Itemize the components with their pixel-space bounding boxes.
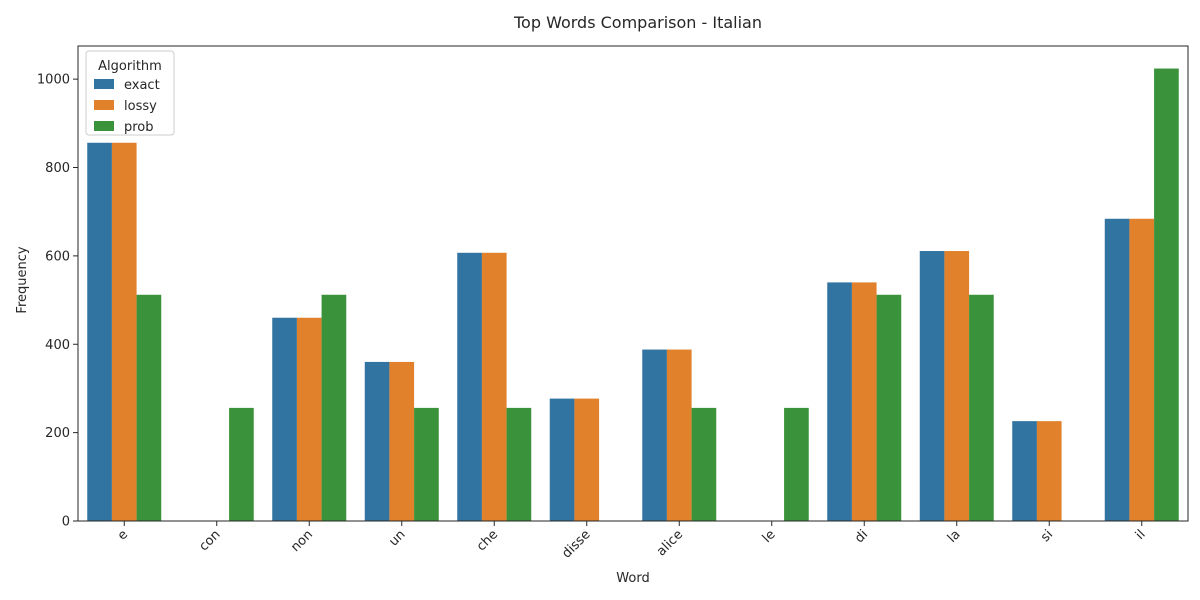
legend-label-lossy: lossy bbox=[124, 99, 157, 114]
bar-exact-di bbox=[827, 282, 852, 521]
bar-prob-di bbox=[876, 294, 902, 521]
bar-prob-il bbox=[1154, 68, 1179, 521]
bar-lossy-il bbox=[1129, 218, 1155, 521]
bar-prob-che bbox=[506, 407, 532, 521]
x-tick-label: un bbox=[386, 527, 408, 549]
bar-exact-il bbox=[1104, 218, 1130, 521]
bar-lossy-si bbox=[1036, 421, 1062, 521]
x-tick-label: si bbox=[1038, 527, 1056, 545]
bar-lossy-alice bbox=[666, 349, 692, 521]
bar-prob-con bbox=[229, 407, 254, 521]
y-tick-label: 400 bbox=[45, 338, 70, 353]
bar-prob-le bbox=[784, 407, 809, 521]
bar-lossy-e bbox=[111, 142, 137, 521]
x-tick-label: alice bbox=[654, 527, 686, 559]
legend-swatch-lossy bbox=[94, 100, 114, 110]
bar-exact-la bbox=[919, 251, 945, 521]
bar-exact-non bbox=[272, 317, 297, 521]
x-tick-label: di bbox=[852, 527, 871, 546]
x-tick-label: la bbox=[945, 527, 964, 546]
legend-label-exact: exact bbox=[124, 78, 160, 93]
bar-exact-alice bbox=[642, 349, 667, 521]
bars-layer bbox=[87, 68, 1179, 522]
y-tick-label: 200 bbox=[45, 426, 70, 441]
chart-title: Top Words Comparison - Italian bbox=[513, 13, 762, 32]
bar-prob-alice bbox=[691, 407, 717, 521]
plot-frame bbox=[77, 45, 1189, 522]
y-tick-label: 1000 bbox=[37, 73, 70, 88]
y-axis-title: Frequency bbox=[15, 246, 30, 313]
legend-title: Algorithm bbox=[98, 59, 162, 74]
bar-lossy-disse bbox=[574, 398, 600, 521]
bar-exact-si bbox=[1012, 421, 1037, 521]
bar-exact-disse bbox=[549, 398, 575, 521]
bar-exact-che bbox=[457, 252, 482, 522]
bar-prob-non bbox=[321, 294, 347, 521]
x-tick-label: che bbox=[474, 527, 501, 554]
bar-exact-e bbox=[87, 142, 112, 521]
x-tick-label: il bbox=[1133, 527, 1149, 543]
x-tick-label: e bbox=[115, 527, 131, 543]
y-tick-label: 600 bbox=[45, 249, 70, 264]
x-axis-title: Word bbox=[616, 571, 649, 586]
bar-lossy-la bbox=[944, 251, 970, 521]
x-tick-label: non bbox=[288, 527, 316, 555]
legend-swatch-exact bbox=[94, 79, 114, 89]
bar-lossy-non bbox=[296, 317, 322, 521]
bar-prob-e bbox=[136, 294, 162, 521]
x-tick-label: con bbox=[196, 527, 223, 554]
bar-lossy-di bbox=[851, 282, 877, 521]
x-tick-label: le bbox=[760, 527, 779, 546]
x-tick-label: disse bbox=[559, 527, 593, 561]
bar-lossy-un bbox=[389, 361, 415, 521]
legend-box bbox=[85, 50, 175, 136]
bar-prob-la bbox=[969, 294, 994, 521]
legend-label-prob: prob bbox=[124, 120, 154, 135]
bar-lossy-che bbox=[481, 252, 507, 522]
legend-swatch-prob bbox=[94, 121, 114, 131]
bar-prob-un bbox=[414, 407, 439, 521]
legend: Algorithm exact lossy prob bbox=[85, 50, 175, 136]
y-tick-label: 800 bbox=[45, 161, 70, 176]
y-tick-label: 0 bbox=[62, 515, 70, 530]
bar-exact-un bbox=[364, 361, 390, 521]
